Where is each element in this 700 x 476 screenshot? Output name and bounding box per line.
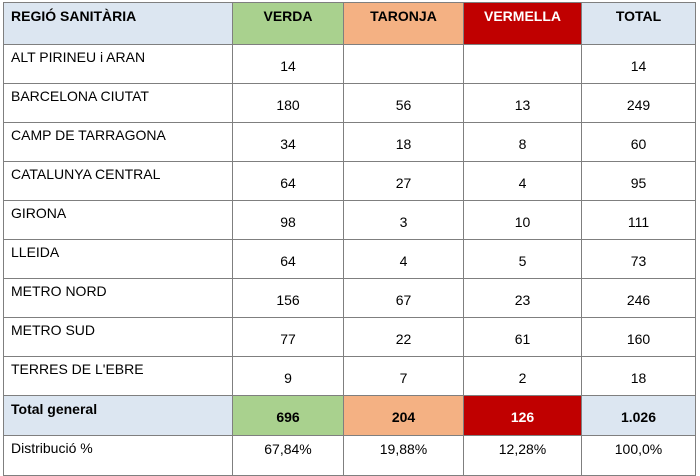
- verda-cell: 77: [232, 317, 344, 357]
- verda-cell: 34: [232, 122, 344, 162]
- total-cell: 249: [581, 83, 696, 123]
- header-vermella: VERMELLA: [463, 2, 582, 45]
- vermella-cell: 23: [463, 278, 582, 318]
- taronja-cell: 22: [343, 317, 464, 357]
- total-cell: 111: [581, 200, 696, 240]
- taronja-cell: [343, 44, 464, 84]
- distribucio-total-cell: 100,0%: [581, 435, 696, 476]
- region-cell: METRO NORD: [3, 278, 233, 318]
- taronja-cell: 4: [343, 239, 464, 279]
- vermella-cell: 13: [463, 83, 582, 123]
- table-row: BARCELONA CIUTAT 180 56 13 249: [3, 83, 696, 123]
- distribucio-verda-cell: 67,84%: [232, 435, 344, 476]
- verda-cell: 98: [232, 200, 344, 240]
- total-taronja-cell: 204: [343, 395, 464, 436]
- distribucio-taronja-cell: 19,88%: [343, 435, 464, 476]
- header-region: REGIÓ SANITÀRIA: [3, 2, 233, 45]
- region-cell: TERRES DE L'EBRE: [3, 356, 233, 396]
- taronja-cell: 56: [343, 83, 464, 123]
- distribucio-label: Distribució %: [3, 435, 233, 476]
- vermella-cell: 2: [463, 356, 582, 396]
- table-row: TERRES DE L'EBRE 9 7 2 18: [3, 356, 696, 396]
- taronja-cell: 7: [343, 356, 464, 396]
- region-cell: LLEIDA: [3, 239, 233, 279]
- taronja-cell: 67: [343, 278, 464, 318]
- region-cell: ALT PIRINEU i ARAN: [3, 44, 233, 84]
- region-cell: METRO SUD: [3, 317, 233, 357]
- table-row: METRO NORD 156 67 23 246: [3, 278, 696, 318]
- vermella-cell: 4: [463, 161, 582, 201]
- region-cell: CAMP DE TARRAGONA: [3, 122, 233, 162]
- total-general-label: Total general: [3, 395, 233, 436]
- header-row: REGIÓ SANITÀRIA VERDA TARONJA VERMELLA T…: [3, 2, 696, 45]
- table-row: METRO SUD 77 22 61 160: [3, 317, 696, 357]
- verda-cell: 64: [232, 161, 344, 201]
- verda-cell: 14: [232, 44, 344, 84]
- total-vermella-cell: 126: [463, 395, 582, 436]
- header-taronja: TARONJA: [343, 2, 464, 45]
- total-cell: 14: [581, 44, 696, 84]
- verda-cell: 9: [232, 356, 344, 396]
- taronja-cell: 3: [343, 200, 464, 240]
- region-table: REGIÓ SANITÀRIA VERDA TARONJA VERMELLA T…: [3, 2, 696, 476]
- vermella-cell: 10: [463, 200, 582, 240]
- total-general-row: Total general 696 204 126 1.026: [3, 395, 696, 436]
- vermella-cell: 61: [463, 317, 582, 357]
- distribucio-vermella-cell: 12,28%: [463, 435, 582, 476]
- region-cell: BARCELONA CIUTAT: [3, 83, 233, 123]
- region-cell: CATALUNYA CENTRAL: [3, 161, 233, 201]
- table-row: CAMP DE TARRAGONA 34 18 8 60: [3, 122, 696, 162]
- total-total-cell: 1.026: [581, 395, 696, 436]
- table-row: GIRONA 98 3 10 111: [3, 200, 696, 240]
- total-cell: 73: [581, 239, 696, 279]
- table-row: CATALUNYA CENTRAL 64 27 4 95: [3, 161, 696, 201]
- verda-cell: 156: [232, 278, 344, 318]
- table-row: ALT PIRINEU i ARAN 14 14: [3, 44, 696, 84]
- header-total: TOTAL: [581, 2, 696, 45]
- vermella-cell: 5: [463, 239, 582, 279]
- total-cell: 60: [581, 122, 696, 162]
- total-cell: 246: [581, 278, 696, 318]
- vermella-cell: [463, 44, 582, 84]
- verda-cell: 64: [232, 239, 344, 279]
- verda-cell: 180: [232, 83, 344, 123]
- total-verda-cell: 696: [232, 395, 344, 436]
- header-verda: VERDA: [232, 2, 344, 45]
- region-cell: GIRONA: [3, 200, 233, 240]
- table-row: LLEIDA 64 4 5 73: [3, 239, 696, 279]
- total-cell: 18: [581, 356, 696, 396]
- taronja-cell: 18: [343, 122, 464, 162]
- distribucio-row: Distribució % 67,84% 19,88% 12,28% 100,0…: [3, 435, 696, 476]
- vermella-cell: 8: [463, 122, 582, 162]
- total-cell: 160: [581, 317, 696, 357]
- taronja-cell: 27: [343, 161, 464, 201]
- total-cell: 95: [581, 161, 696, 201]
